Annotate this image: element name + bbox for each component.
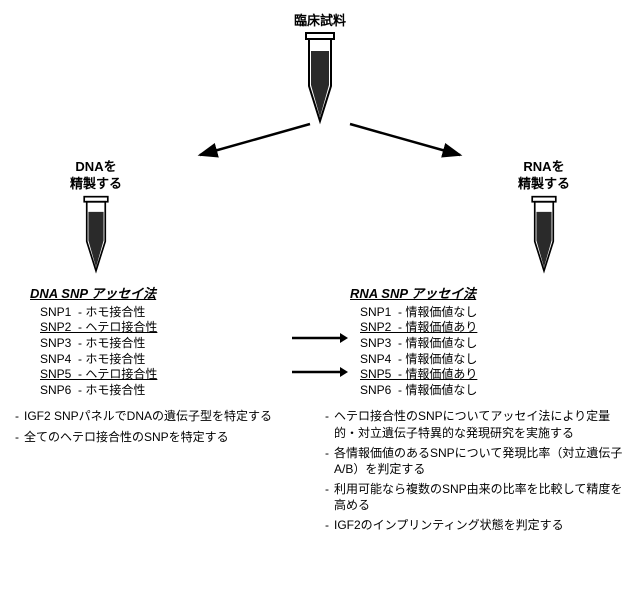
dna-col: DNAを精製する bbox=[70, 159, 122, 275]
snp-row: SNP3 - 情報価値なし bbox=[350, 336, 610, 352]
tube-icon bbox=[300, 31, 340, 126]
snp-row: SNP4 - 情報価値なし bbox=[350, 352, 610, 368]
rna-label: RNAを精製する bbox=[518, 159, 570, 193]
snp-row: SNP6 - 情報価値なし bbox=[350, 383, 610, 399]
snp-row: SNP3 - ホモ接合性 bbox=[30, 336, 290, 352]
rna-col: RNAを精製する bbox=[518, 159, 570, 275]
note-item: -IGF2 SNPパネルでDNAの遺伝子型を特定する bbox=[15, 408, 315, 424]
top-tube-wrap bbox=[10, 31, 630, 126]
rna-assay: RNA SNP アッセイ法 SNP1 - 情報価値なしSNP2 - 情報価値あり… bbox=[350, 283, 610, 399]
snp-row: SNP1 - 情報価値なし bbox=[350, 305, 610, 321]
branch-row: DNAを精製する RNAを精製する bbox=[10, 159, 630, 275]
notes-left: -IGF2 SNPパネルでDNAの遺伝子型を特定する -全てのヘテロ接合性のSNP… bbox=[15, 408, 315, 537]
rna-assay-title: RNA SNP アッセイ法 bbox=[350, 283, 610, 302]
dna-assay-title: DNA SNP アッセイ法 bbox=[30, 283, 290, 302]
snp-row: SNP1 - ホモ接合性 bbox=[30, 305, 290, 321]
notes-row: -IGF2 SNPパネルでDNAの遺伝子型を特定する -全てのヘテロ接合性のSNP… bbox=[10, 408, 630, 537]
notes-right: -ヘテロ接合性のSNPについてアッセイ法により定量的・対立遺伝子特異的な発現研究… bbox=[325, 408, 625, 537]
note-item: -利用可能なら複数のSNP由来の比率を比較して精度を高める bbox=[325, 481, 625, 513]
arrow-icon bbox=[290, 364, 350, 380]
snp-row: SNP5 - ヘテロ接合性 bbox=[30, 367, 290, 383]
note-item: -全てのヘテロ接合性のSNPを特定する bbox=[15, 429, 315, 445]
note-item: -IGF2のインプリンティング状態を判定する bbox=[325, 517, 625, 533]
snp-row: SNP6 - ホモ接合性 bbox=[30, 383, 290, 399]
snp-row: SNP2 - ヘテロ接合性 bbox=[30, 320, 290, 336]
tube-icon bbox=[527, 195, 561, 275]
dna-label: DNAを精製する bbox=[70, 159, 122, 193]
arrow-icon bbox=[290, 330, 350, 346]
mid-arrows bbox=[290, 283, 350, 399]
snp-row: SNP4 - ホモ接合性 bbox=[30, 352, 290, 368]
title: 臨床試料 bbox=[10, 10, 630, 29]
tube-icon bbox=[79, 195, 113, 275]
note-item: -ヘテロ接合性のSNPについてアッセイ法により定量的・対立遺伝子特異的な発現研究… bbox=[325, 408, 625, 440]
assay-row: DNA SNP アッセイ法 SNP1 - ホモ接合性SNP2 - ヘテロ接合性S… bbox=[10, 283, 630, 399]
dna-assay: DNA SNP アッセイ法 SNP1 - ホモ接合性SNP2 - ヘテロ接合性S… bbox=[30, 283, 290, 399]
snp-row: SNP5 - 情報価値あり bbox=[350, 367, 610, 383]
snp-row: SNP2 - 情報価値あり bbox=[350, 320, 610, 336]
note-item: -各情報価値のあるSNPについて発現比率（対立遺伝子A/B）を判定する bbox=[325, 445, 625, 477]
